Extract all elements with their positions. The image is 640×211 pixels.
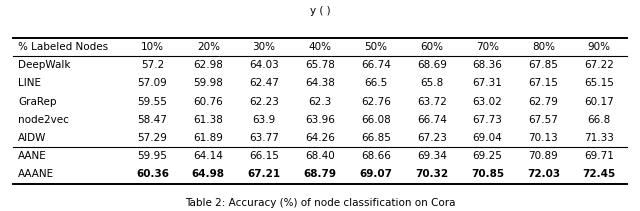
Text: node2vec: node2vec [18, 115, 68, 125]
Text: 63.02: 63.02 [473, 97, 502, 107]
Text: 80%: 80% [532, 42, 555, 52]
Text: 67.57: 67.57 [529, 115, 558, 125]
Text: 62.47: 62.47 [249, 78, 279, 88]
Text: 72.45: 72.45 [582, 169, 616, 180]
Text: 60.76: 60.76 [193, 97, 223, 107]
Text: 69.25: 69.25 [472, 151, 502, 161]
Text: 66.85: 66.85 [361, 133, 391, 143]
Text: 63.77: 63.77 [249, 133, 279, 143]
Text: 69.34: 69.34 [417, 151, 447, 161]
Text: AANE: AANE [18, 151, 47, 161]
Text: 63.9: 63.9 [253, 115, 276, 125]
Text: 65.78: 65.78 [305, 60, 335, 70]
Text: 59.95: 59.95 [138, 151, 168, 161]
Text: DeepWalk: DeepWalk [18, 60, 70, 70]
Text: 68.69: 68.69 [417, 60, 447, 70]
Text: 67.73: 67.73 [472, 115, 502, 125]
Text: 69.04: 69.04 [473, 133, 502, 143]
Text: 62.76: 62.76 [361, 97, 391, 107]
Text: 70.89: 70.89 [529, 151, 558, 161]
Text: 69.07: 69.07 [359, 169, 392, 180]
Text: 67.21: 67.21 [248, 169, 281, 180]
Text: 61.89: 61.89 [193, 133, 223, 143]
Text: 60%: 60% [420, 42, 444, 52]
Text: 63.96: 63.96 [305, 115, 335, 125]
Text: 66.74: 66.74 [417, 115, 447, 125]
Text: 59.55: 59.55 [138, 97, 168, 107]
Text: 67.15: 67.15 [529, 78, 558, 88]
Text: 66.08: 66.08 [361, 115, 391, 125]
Text: Table 2: Accuracy (%) of node classification on Cora: Table 2: Accuracy (%) of node classifica… [185, 197, 455, 208]
Text: y ( ): y ( ) [310, 6, 330, 16]
Text: 67.85: 67.85 [529, 60, 558, 70]
Text: GraRep: GraRep [18, 97, 56, 107]
Text: 68.36: 68.36 [472, 60, 502, 70]
Text: 68.79: 68.79 [303, 169, 337, 180]
Text: 58.47: 58.47 [138, 115, 168, 125]
Text: 20%: 20% [196, 42, 220, 52]
Text: 65.8: 65.8 [420, 78, 444, 88]
Text: 30%: 30% [253, 42, 276, 52]
Text: 62.98: 62.98 [193, 60, 223, 70]
Text: 64.38: 64.38 [305, 78, 335, 88]
Text: 62.23: 62.23 [249, 97, 279, 107]
Text: AAANE: AAANE [18, 169, 54, 180]
Text: 40%: 40% [308, 42, 332, 52]
Text: 70%: 70% [476, 42, 499, 52]
Text: 57.09: 57.09 [138, 78, 167, 88]
Text: 64.14: 64.14 [193, 151, 223, 161]
Text: 67.31: 67.31 [472, 78, 502, 88]
Text: 70.85: 70.85 [471, 169, 504, 180]
Text: 60.17: 60.17 [584, 97, 614, 107]
Text: 72.03: 72.03 [527, 169, 560, 180]
Text: 50%: 50% [364, 42, 387, 52]
Text: 64.26: 64.26 [305, 133, 335, 143]
Text: 64.98: 64.98 [192, 169, 225, 180]
Text: 64.03: 64.03 [249, 60, 279, 70]
Text: 66.74: 66.74 [361, 60, 391, 70]
Text: 66.8: 66.8 [588, 115, 611, 125]
Text: LINE: LINE [18, 78, 41, 88]
Text: AIDW: AIDW [18, 133, 46, 143]
Text: % Labeled Nodes: % Labeled Nodes [18, 42, 108, 52]
Text: 68.40: 68.40 [305, 151, 335, 161]
Text: 69.71: 69.71 [584, 151, 614, 161]
Text: 63.72: 63.72 [417, 97, 447, 107]
Text: 90%: 90% [588, 42, 611, 52]
Text: 57.2: 57.2 [141, 60, 164, 70]
Text: 70.13: 70.13 [529, 133, 558, 143]
Text: 59.98: 59.98 [193, 78, 223, 88]
Text: 66.5: 66.5 [364, 78, 387, 88]
Text: 67.23: 67.23 [417, 133, 447, 143]
Text: 62.3: 62.3 [308, 97, 332, 107]
Text: 68.66: 68.66 [361, 151, 391, 161]
Text: 67.22: 67.22 [584, 60, 614, 70]
Text: 71.33: 71.33 [584, 133, 614, 143]
Text: 61.38: 61.38 [193, 115, 223, 125]
Text: 66.15: 66.15 [249, 151, 279, 161]
Text: 57.29: 57.29 [138, 133, 168, 143]
Text: 10%: 10% [141, 42, 164, 52]
Text: 60.36: 60.36 [136, 169, 169, 180]
Text: 62.79: 62.79 [529, 97, 558, 107]
Text: 65.15: 65.15 [584, 78, 614, 88]
Text: 70.32: 70.32 [415, 169, 448, 180]
